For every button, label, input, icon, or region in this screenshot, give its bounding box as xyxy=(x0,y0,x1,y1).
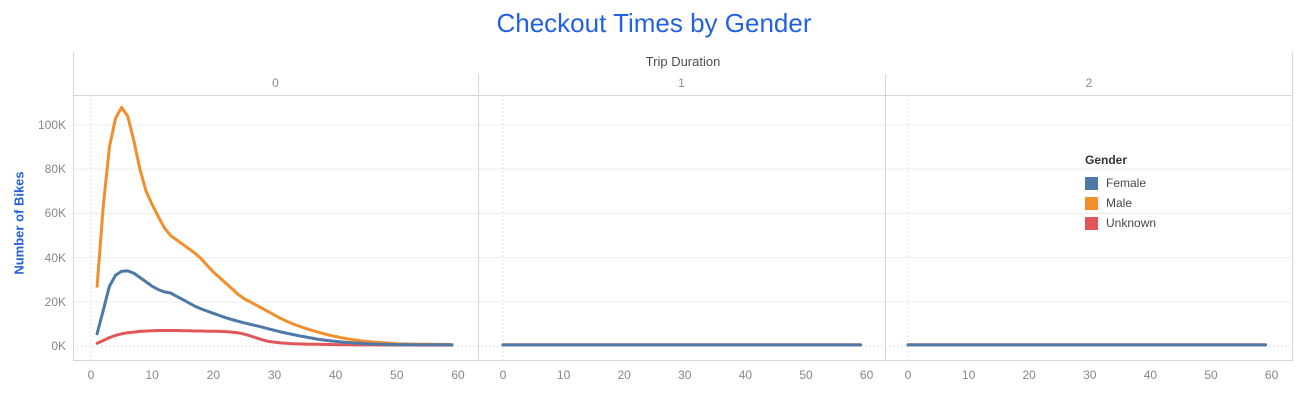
x-axis-tick-label: 60 xyxy=(451,368,465,382)
x-axis-tick-label: 0 xyxy=(87,368,95,382)
x-axis-tick-label: 50 xyxy=(390,368,404,382)
series-line-female-panel0[interactable] xyxy=(95,269,454,347)
female-color-swatch xyxy=(1085,176,1098,190)
x-axis-tick-label: 50 xyxy=(799,368,813,382)
legend-item-unknown[interactable]: Unknown xyxy=(1085,213,1156,233)
x-axis-tick-label: 50 xyxy=(1204,368,1218,382)
x-axis-tick-label: 60 xyxy=(859,368,874,382)
x-axis-tick-label: 20 xyxy=(206,368,220,382)
y-axis-tick-label: 100K xyxy=(37,118,66,132)
chart-title: Checkout Times by Gender xyxy=(496,8,812,38)
legend: Gender Female Male Unknown xyxy=(1085,153,1156,233)
x-axis-tick-label: 40 xyxy=(1143,368,1158,382)
x-axis-tick-label: 30 xyxy=(1083,368,1097,382)
legend-item-label: Male xyxy=(1106,196,1133,210)
x-axis-tick-label: 0 xyxy=(499,368,507,382)
x-axis-tick-label: 40 xyxy=(328,368,343,382)
x-axis-tick-label: 60 xyxy=(1264,368,1279,382)
x-axis-tick-label: 10 xyxy=(145,368,159,382)
legend-item-label: Unknown xyxy=(1106,216,1157,230)
legend-item-female[interactable]: Female xyxy=(1085,173,1156,193)
x-axis-tick-label: 0 xyxy=(904,368,912,382)
y-axis-tick-label: 80K xyxy=(44,162,66,177)
x-axis-tick-label: 10 xyxy=(556,368,571,382)
x-axis-tick-label: 30 xyxy=(267,368,282,382)
panel-header-2: 2 xyxy=(1085,76,1093,90)
x-axis-tick-label: 20 xyxy=(1022,368,1036,382)
y-axis-tick-label: 40K xyxy=(44,250,66,265)
facet-field-label: Trip Duration xyxy=(645,54,721,69)
legend-title: Gender xyxy=(1085,153,1128,167)
panel-header-1: 1 xyxy=(678,76,685,90)
series-line-male-panel0[interactable] xyxy=(95,105,454,346)
y-axis-tick-label: 20K xyxy=(44,294,66,309)
legend-item-label: Female xyxy=(1106,176,1147,190)
male-color-swatch xyxy=(1085,196,1098,210)
unknown-color-swatch xyxy=(1085,216,1098,230)
y-axis-tick-label: 0K xyxy=(51,339,66,353)
panel-header-0: 0 xyxy=(272,76,279,90)
x-axis-tick-label: 30 xyxy=(678,368,692,382)
x-axis-tick-label: 40 xyxy=(738,368,753,382)
y-axis-tick-label: 60K xyxy=(44,206,66,221)
x-axis-tick-label: 10 xyxy=(961,368,976,382)
legend-item-male[interactable]: Male xyxy=(1085,193,1156,213)
x-axis-tick-label: 20 xyxy=(617,368,631,382)
